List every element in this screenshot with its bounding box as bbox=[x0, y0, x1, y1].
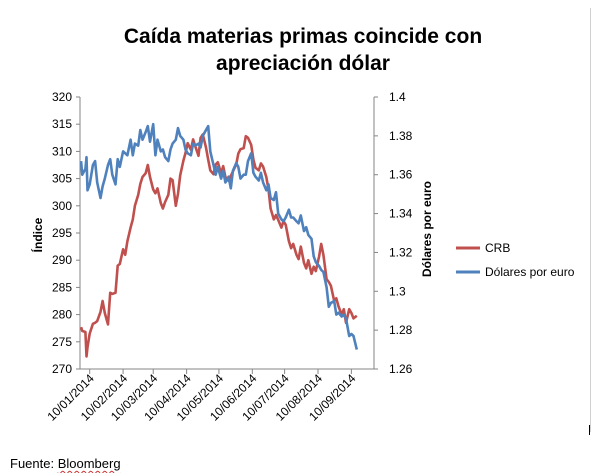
right-axis-title: Dólares por euro bbox=[420, 181, 434, 277]
series-line-crb bbox=[79, 133, 358, 358]
left-axis-tick-label: 320 bbox=[52, 90, 72, 104]
right-axis-tick-label: 1.28 bbox=[389, 323, 413, 337]
left-axis-tick-label: 300 bbox=[52, 199, 72, 213]
right-axis-tick-label: 1.3 bbox=[389, 284, 406, 298]
legend-label-usd-eur: Dólares por euro bbox=[485, 265, 575, 279]
legend-label-crb: CRB bbox=[485, 241, 510, 255]
series-line-usd-eur bbox=[79, 122, 359, 350]
chart-title-line-2: apreciación dólar bbox=[216, 52, 390, 75]
right-axis-tick-label: 1.36 bbox=[389, 168, 413, 182]
chart-area bbox=[14, 8, 591, 432]
right-axis-tick-label: 1.34 bbox=[389, 207, 413, 221]
left-axis-title: Índice bbox=[30, 217, 45, 252]
axes: 270 275 280 285 290 295 300 305 310 315 320 1.26 1.2… bbox=[44, 90, 412, 424]
right-axis-tick-label: 1.32 bbox=[389, 245, 413, 259]
left-axis-tick-label: 285 bbox=[52, 280, 72, 294]
left-axis-tick-label: 295 bbox=[52, 226, 72, 240]
legend: CRB Dólares por euro bbox=[456, 241, 575, 279]
right-axis-tick-label: 1.38 bbox=[389, 129, 413, 143]
left-axis-tick-label: 275 bbox=[52, 335, 72, 349]
left-axis-tick-label: 270 bbox=[52, 362, 72, 376]
source-prefix: Fuente: bbox=[10, 456, 58, 471]
left-axis-tick-label: 305 bbox=[52, 172, 72, 186]
right-axis-tick-label: 1.26 bbox=[389, 362, 413, 376]
left-axis-tick-label: 310 bbox=[52, 144, 72, 158]
frame-tick-mark bbox=[589, 425, 590, 435]
right-axis-tick-label: 1.4 bbox=[389, 90, 406, 104]
series-layer bbox=[79, 122, 359, 358]
source-note: Fuente: Bloomberg bbox=[10, 456, 121, 471]
left-axis-tick-label: 290 bbox=[52, 253, 72, 267]
source-name: Bloomberg bbox=[57, 456, 121, 471]
chart-title-line-1: Caída materias primas coincide con bbox=[124, 25, 482, 48]
left-axis-tick-label: 280 bbox=[52, 308, 72, 322]
left-axis-tick-label: 315 bbox=[52, 117, 72, 131]
